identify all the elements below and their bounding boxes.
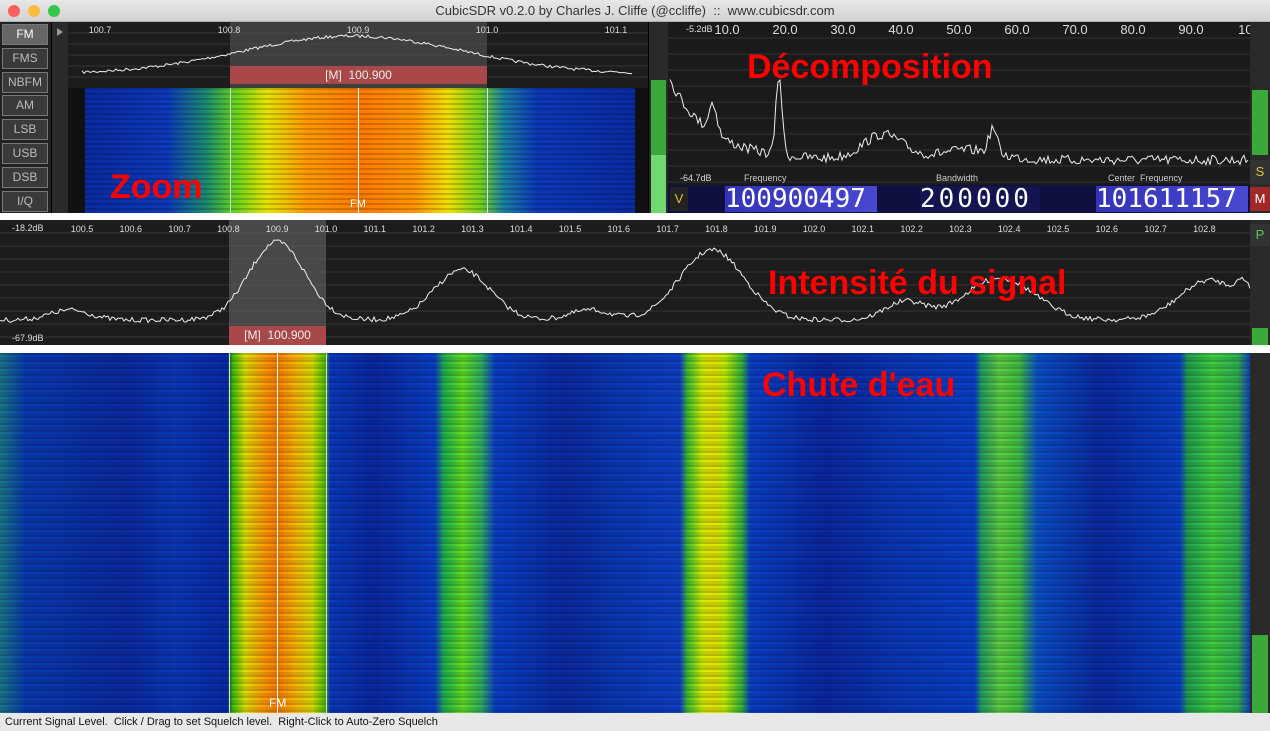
bandwidth-label: Bandwidth [936,173,979,183]
annotation: Chute d'eau [762,366,956,404]
freq-label: 100.5 [70,224,94,234]
spectrum-bottom-db: -67.9dB [12,333,44,343]
zoom-demod: FM [350,198,366,210]
decomposition-bottom-db: -64.7dB [680,173,712,183]
axis-label: 80.0 [1120,22,1146,37]
axis-label: 20.0 [772,22,798,37]
spectrum-side: P [1250,220,1270,345]
freq-label: 101.0 [314,224,338,234]
mode-button[interactable]: FMS [2,47,48,69]
squelch-meter[interactable] [1250,22,1270,213]
annotation: Décomposition [747,48,993,86]
freq-label: 101.0 [475,25,499,35]
freq-label: 101.8 [705,224,728,234]
annotation: Zoom [110,168,203,206]
close-button[interactable] [8,5,20,17]
freq-label: 101.9 [753,224,777,234]
freq-label: 101.4 [509,224,533,234]
freq-label: 101.2 [412,224,435,234]
freq-label: 100.9 [346,25,370,35]
freq-label: 102.4 [997,224,1021,234]
axis-label: 30.0 [830,22,856,37]
decomposition-top-db: -5.2dB [686,24,713,34]
p-button[interactable]: P [1250,224,1270,246]
freq-label: 101.3 [461,224,484,234]
title-bar: CubicSDR v0.2.0 by Charles J. Cliffe (@c… [0,0,1270,22]
mode-button[interactable]: DSB [2,166,48,188]
freq-label: 101.7 [656,224,679,234]
zoom-labels: [M] 100.900 100.7 100.8 100.9 101.0 101.1 [68,22,648,88]
freq-label: 101.1 [363,224,387,234]
center-readout[interactable]: 101611157 [1096,186,1248,212]
freq-label: 102.0 [802,224,826,234]
main-spectrum [0,220,1250,345]
level-meter[interactable] [649,22,668,213]
freq-label: 101.1 [604,25,628,35]
splitter[interactable] [0,213,1270,220]
mode-button[interactable]: FM [2,24,48,45]
freq-label: 100.6 [119,224,143,234]
axis-label: 50.0 [946,22,972,37]
waterfall-side [1250,353,1270,713]
bandwidth-readout[interactable]: 200000 [920,186,1040,212]
spectrum-curve [0,239,1250,324]
window-title: CubicSDR v0.2.0 by Charles J. Cliffe (@c… [435,3,835,18]
axis-label: 100 [1238,22,1250,37]
center-label: Center Frequency [1108,173,1183,183]
axis-label: 10.0 [714,22,740,37]
mode-button[interactable]: USB [2,143,48,164]
play-icon[interactable] [52,22,68,42]
mode-button[interactable]: AM [2,95,48,117]
status-bar: Current Signal Level. Click / Drag to se… [0,713,1270,731]
freq-label: 102.5 [1046,224,1070,234]
decomposition-spectrum [668,22,1250,185]
freq-label: 100.8 [217,224,240,234]
play-column [52,22,68,213]
freq-label: 101.5 [558,224,582,234]
annotation: Intensité du signal [768,264,1067,302]
zoom-curve [81,34,633,75]
freq-label: 102.8 [1193,224,1216,234]
v-button[interactable]: V [670,187,688,211]
axis-label: 70.0 [1062,22,1088,37]
spectrum-marker: [M] 100.900 [244,328,311,342]
freq-label: 100.9 [265,224,289,234]
freq-label: 100.7 [168,224,191,234]
axis-label: 60.0 [1004,22,1030,37]
m-button[interactable]: M [1250,187,1270,211]
mode-button[interactable]: NBFM [2,71,48,93]
waterfall-demod: FM [269,696,287,710]
freq-label: 102.6 [1095,224,1119,234]
axis-label: 40.0 [888,22,914,37]
mode-button[interactable]: LSB [2,119,48,141]
decomposition-curve [669,78,1249,167]
zoom-waterfall: FM [68,88,648,213]
axis-label: 90.0 [1178,22,1204,37]
freq-label: 100.8 [217,25,241,35]
freq-label: 100.7 [88,25,112,35]
zoom-button[interactable] [48,5,60,17]
frequency-readout[interactable]: 100900497 [725,186,877,212]
waterfall[interactable]: FM [0,353,1250,713]
decomposition-labels: -5.2dB -64.7dB 10.0 20.0 30.0 40.0 50.0 60.0 7… [668,22,1250,185]
zoom-spectrum [68,22,648,88]
mode-button[interactable]: I/Q [2,190,48,212]
spectrum-top-db: -18.2dB [12,223,44,233]
freq-label: 102.3 [949,224,972,234]
spectrum-labels: -18.2dB -67.9dB [M] 100.900 100.5 100.6 10… [0,220,1250,345]
s-button[interactable]: S [1250,160,1270,184]
freq-label: 101.6 [607,224,631,234]
splitter[interactable] [0,345,1270,353]
zoom-marker: [M] 100.900 [325,68,392,82]
freq-label: 102.7 [1144,224,1167,234]
freq-label: 102.2 [900,224,923,234]
mode-panel: FM FMS NBFM AM LSB USB DSB I/Q [0,22,51,213]
minimize-button[interactable] [28,5,40,17]
freq-label: 102.1 [851,224,875,234]
frequency-label: Frequency [744,173,787,183]
